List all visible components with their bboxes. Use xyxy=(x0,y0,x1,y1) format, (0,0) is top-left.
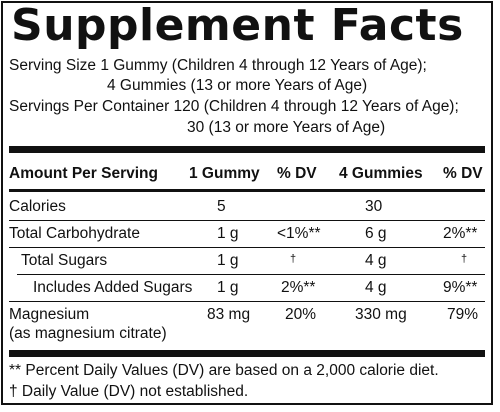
row-divider xyxy=(9,301,485,302)
row-carbohydrate-dv1: <1%** xyxy=(277,225,321,242)
row-added-sugars-dv4: 9%** xyxy=(443,279,478,296)
header-1-gummy: 1 Gummy xyxy=(189,165,260,182)
row-added-sugars-amount4: 4 g xyxy=(365,279,387,296)
row-added-sugars-name: Includes Added Sugars xyxy=(33,279,193,296)
header-dv-1: % DV xyxy=(277,165,317,182)
header-amount-per-serving: Amount Per Serving xyxy=(9,165,158,182)
row-magnesium-form: (as magnesium citrate) xyxy=(9,325,167,342)
serving-size-line1: Serving Size 1 Gummy (Children 4 through… xyxy=(9,57,427,74)
header-4-gummies: 4 Gummies xyxy=(339,165,423,182)
row-calories-amount4: 30 xyxy=(365,198,383,215)
thick-divider xyxy=(9,146,485,153)
row-added-sugars-amount1: 1 g xyxy=(217,279,239,296)
row-carbohydrate-amount1: 1 g xyxy=(217,225,239,242)
footnote-dv: ** Percent Daily Values (DV) are based o… xyxy=(9,362,439,379)
row-magnesium-amount4: 330 mg xyxy=(355,306,407,323)
thick-divider xyxy=(9,350,485,357)
row-calories-amount1: 5 xyxy=(217,198,226,215)
row-calories-name: Calories xyxy=(9,198,66,215)
row-magnesium-dv4: 79% xyxy=(447,306,479,323)
row-divider xyxy=(9,220,485,221)
row-magnesium-dv1: 20% xyxy=(285,306,317,323)
row-carbohydrate-amount4: 6 g xyxy=(365,225,387,242)
row-carbohydrate-dv4: 2%** xyxy=(443,225,478,242)
serving-size-line2: 4 Gummies (13 or more Years of Age) xyxy=(107,77,368,94)
row-sugars-dv4: † xyxy=(461,253,468,265)
row-divider xyxy=(9,247,485,248)
row-sugars-name: Total Sugars xyxy=(21,252,108,269)
supplement-facts-panel: Supplement Facts Serving Size 1 Gummy (C… xyxy=(1,1,493,405)
row-magnesium-name: Magnesium xyxy=(9,306,90,323)
row-divider xyxy=(17,274,485,275)
servings-per-container-line2: 30 (13 or more Years of Age) xyxy=(187,119,386,136)
row-magnesium-amount1: 83 mg xyxy=(207,306,251,323)
header-dv-2: % DV xyxy=(443,165,483,182)
row-sugars-amount1: 1 g xyxy=(217,252,239,269)
row-carbohydrate-name: Total Carbohydrate xyxy=(9,225,140,242)
row-sugars-amount4: 4 g xyxy=(365,252,387,269)
servings-per-container-line1: Servings Per Container 120 (Children 4 t… xyxy=(9,98,459,115)
row-sugars-dv1: † xyxy=(290,253,297,265)
row-added-sugars-dv1: 2%** xyxy=(281,279,316,296)
footnote-dagger: † Daily Value (DV) not established. xyxy=(9,383,249,400)
panel-title: Supplement Facts xyxy=(11,0,464,51)
header-divider xyxy=(9,189,485,192)
